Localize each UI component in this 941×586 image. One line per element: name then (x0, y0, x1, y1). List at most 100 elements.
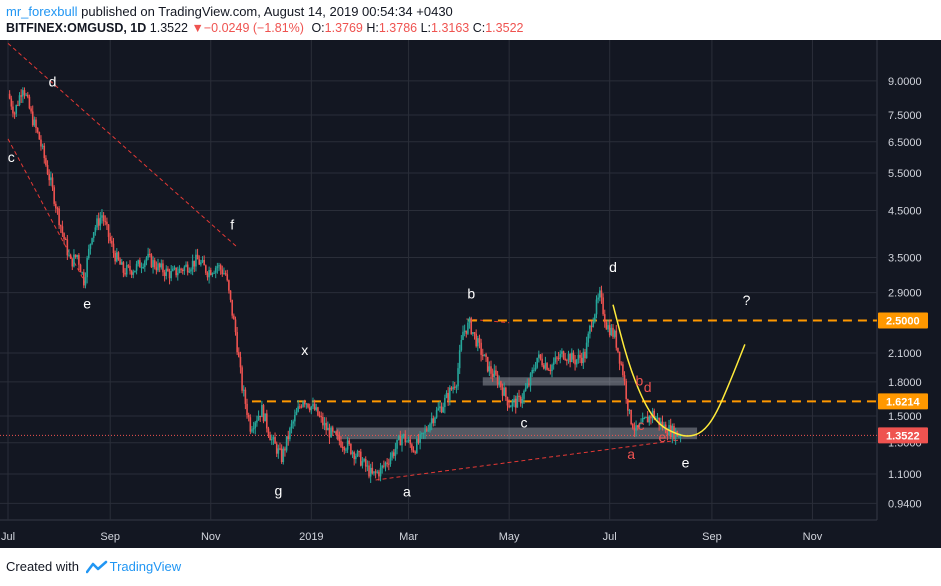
chart-area[interactable]: d c e f x g a b c d? e a b c d e 9.0000 7.5000 6.5000 5.50… (0, 40, 941, 548)
candle-body (165, 268, 168, 276)
candle-body (247, 414, 250, 418)
candle-body (369, 467, 372, 477)
candle-body (300, 406, 303, 408)
candle-body (557, 358, 560, 360)
candle-body (638, 423, 641, 428)
tradingview-brand[interactable]: TradingView (109, 559, 182, 574)
candle-body (205, 265, 207, 273)
price-tag-label: 1.3522 (886, 430, 920, 442)
candle-body (411, 444, 413, 451)
candle-body (125, 265, 128, 275)
candle-body (585, 342, 588, 359)
candle-body (587, 333, 590, 343)
candle-body (208, 270, 210, 278)
candle-body (203, 260, 205, 266)
candle-body (66, 239, 69, 256)
candle-body (615, 330, 618, 348)
wave-label: a (627, 446, 635, 462)
candle-body (152, 260, 154, 268)
candle-body (648, 415, 651, 423)
candle-body (374, 471, 377, 473)
candle-body (56, 208, 59, 210)
candle-body (486, 356, 489, 372)
candle-body (355, 456, 357, 460)
candle-body (613, 330, 616, 337)
author-link[interactable]: mr_forexbull (6, 4, 78, 19)
levels (0, 319, 877, 436)
candle-body (351, 452, 354, 455)
candle-body (666, 433, 669, 436)
candle-body (465, 330, 468, 334)
candle-body (358, 451, 360, 453)
candle-body (442, 407, 445, 413)
candle-body (434, 417, 436, 423)
candle-body (185, 264, 187, 267)
candle-body (406, 441, 408, 443)
candle-body (381, 465, 384, 468)
candle-body (397, 435, 400, 440)
candle-body (200, 262, 202, 265)
candle-body (41, 145, 44, 147)
candle-body (603, 314, 606, 323)
candle-body (269, 434, 271, 441)
candle-body (124, 272, 126, 275)
price-axis[interactable]: 9.0000 7.5000 6.5000 5.5000 4.5000 3.5000 2.90… (888, 76, 922, 510)
candle-body (404, 434, 407, 443)
candle-body (295, 411, 298, 415)
price-tick-label: 2.9000 (888, 288, 922, 300)
candle-body (142, 266, 144, 268)
candle-body (277, 448, 280, 454)
candle-body (92, 232, 95, 239)
wave-label: c (638, 417, 645, 433)
candle-body (422, 432, 425, 434)
candle-body (495, 370, 497, 375)
time-axis[interactable]: Jul Sep Nov 2019 Mar May Jul Sep Nov (1, 531, 823, 543)
candle-body (607, 325, 609, 330)
candle-body (226, 274, 229, 281)
symbol-name[interactable]: BITFINEX:OMGUSD, 1D (6, 21, 147, 35)
candle-body (79, 264, 82, 273)
candle-body (12, 106, 14, 114)
candle-body (175, 267, 177, 276)
candle-body (58, 208, 60, 226)
candle-body (477, 338, 479, 347)
wave-label: d (609, 259, 617, 275)
candle-body (99, 217, 102, 226)
wave-label: g (274, 482, 282, 498)
candle-body (102, 215, 105, 222)
candle-body (274, 437, 276, 444)
candle-body (631, 424, 634, 429)
candle-body (162, 263, 164, 273)
candle-body (336, 434, 339, 436)
candle-body (325, 422, 327, 431)
price-tick-label: 5.5000 (888, 168, 922, 180)
candle-body (435, 410, 438, 418)
candle-body (94, 227, 97, 233)
candle-body (577, 354, 580, 360)
candle-body (68, 254, 70, 256)
candle-body (211, 273, 214, 275)
candle-body (437, 408, 440, 411)
candle-body (303, 401, 306, 405)
candle-body (338, 435, 341, 441)
candle-body (655, 417, 657, 419)
candle-body (674, 431, 677, 439)
candle-body (327, 427, 329, 431)
candle-body (448, 387, 451, 401)
low-label: L: (420, 21, 432, 35)
candle-body (176, 273, 179, 276)
candle-body (523, 391, 525, 399)
price-tick-label: 2.1000 (888, 348, 922, 360)
time-tick-label: 2019 (299, 531, 323, 543)
candle-body (290, 423, 293, 429)
candle-body (549, 369, 552, 372)
candle-body (679, 435, 682, 437)
candle-body (38, 132, 41, 140)
candle-body (536, 357, 538, 368)
candle-body (144, 261, 146, 267)
candle-body (178, 268, 181, 274)
price-tick-label: 3.5000 (888, 253, 922, 265)
price-tick-label: 1.5000 (888, 411, 922, 423)
candle-body (279, 448, 281, 450)
